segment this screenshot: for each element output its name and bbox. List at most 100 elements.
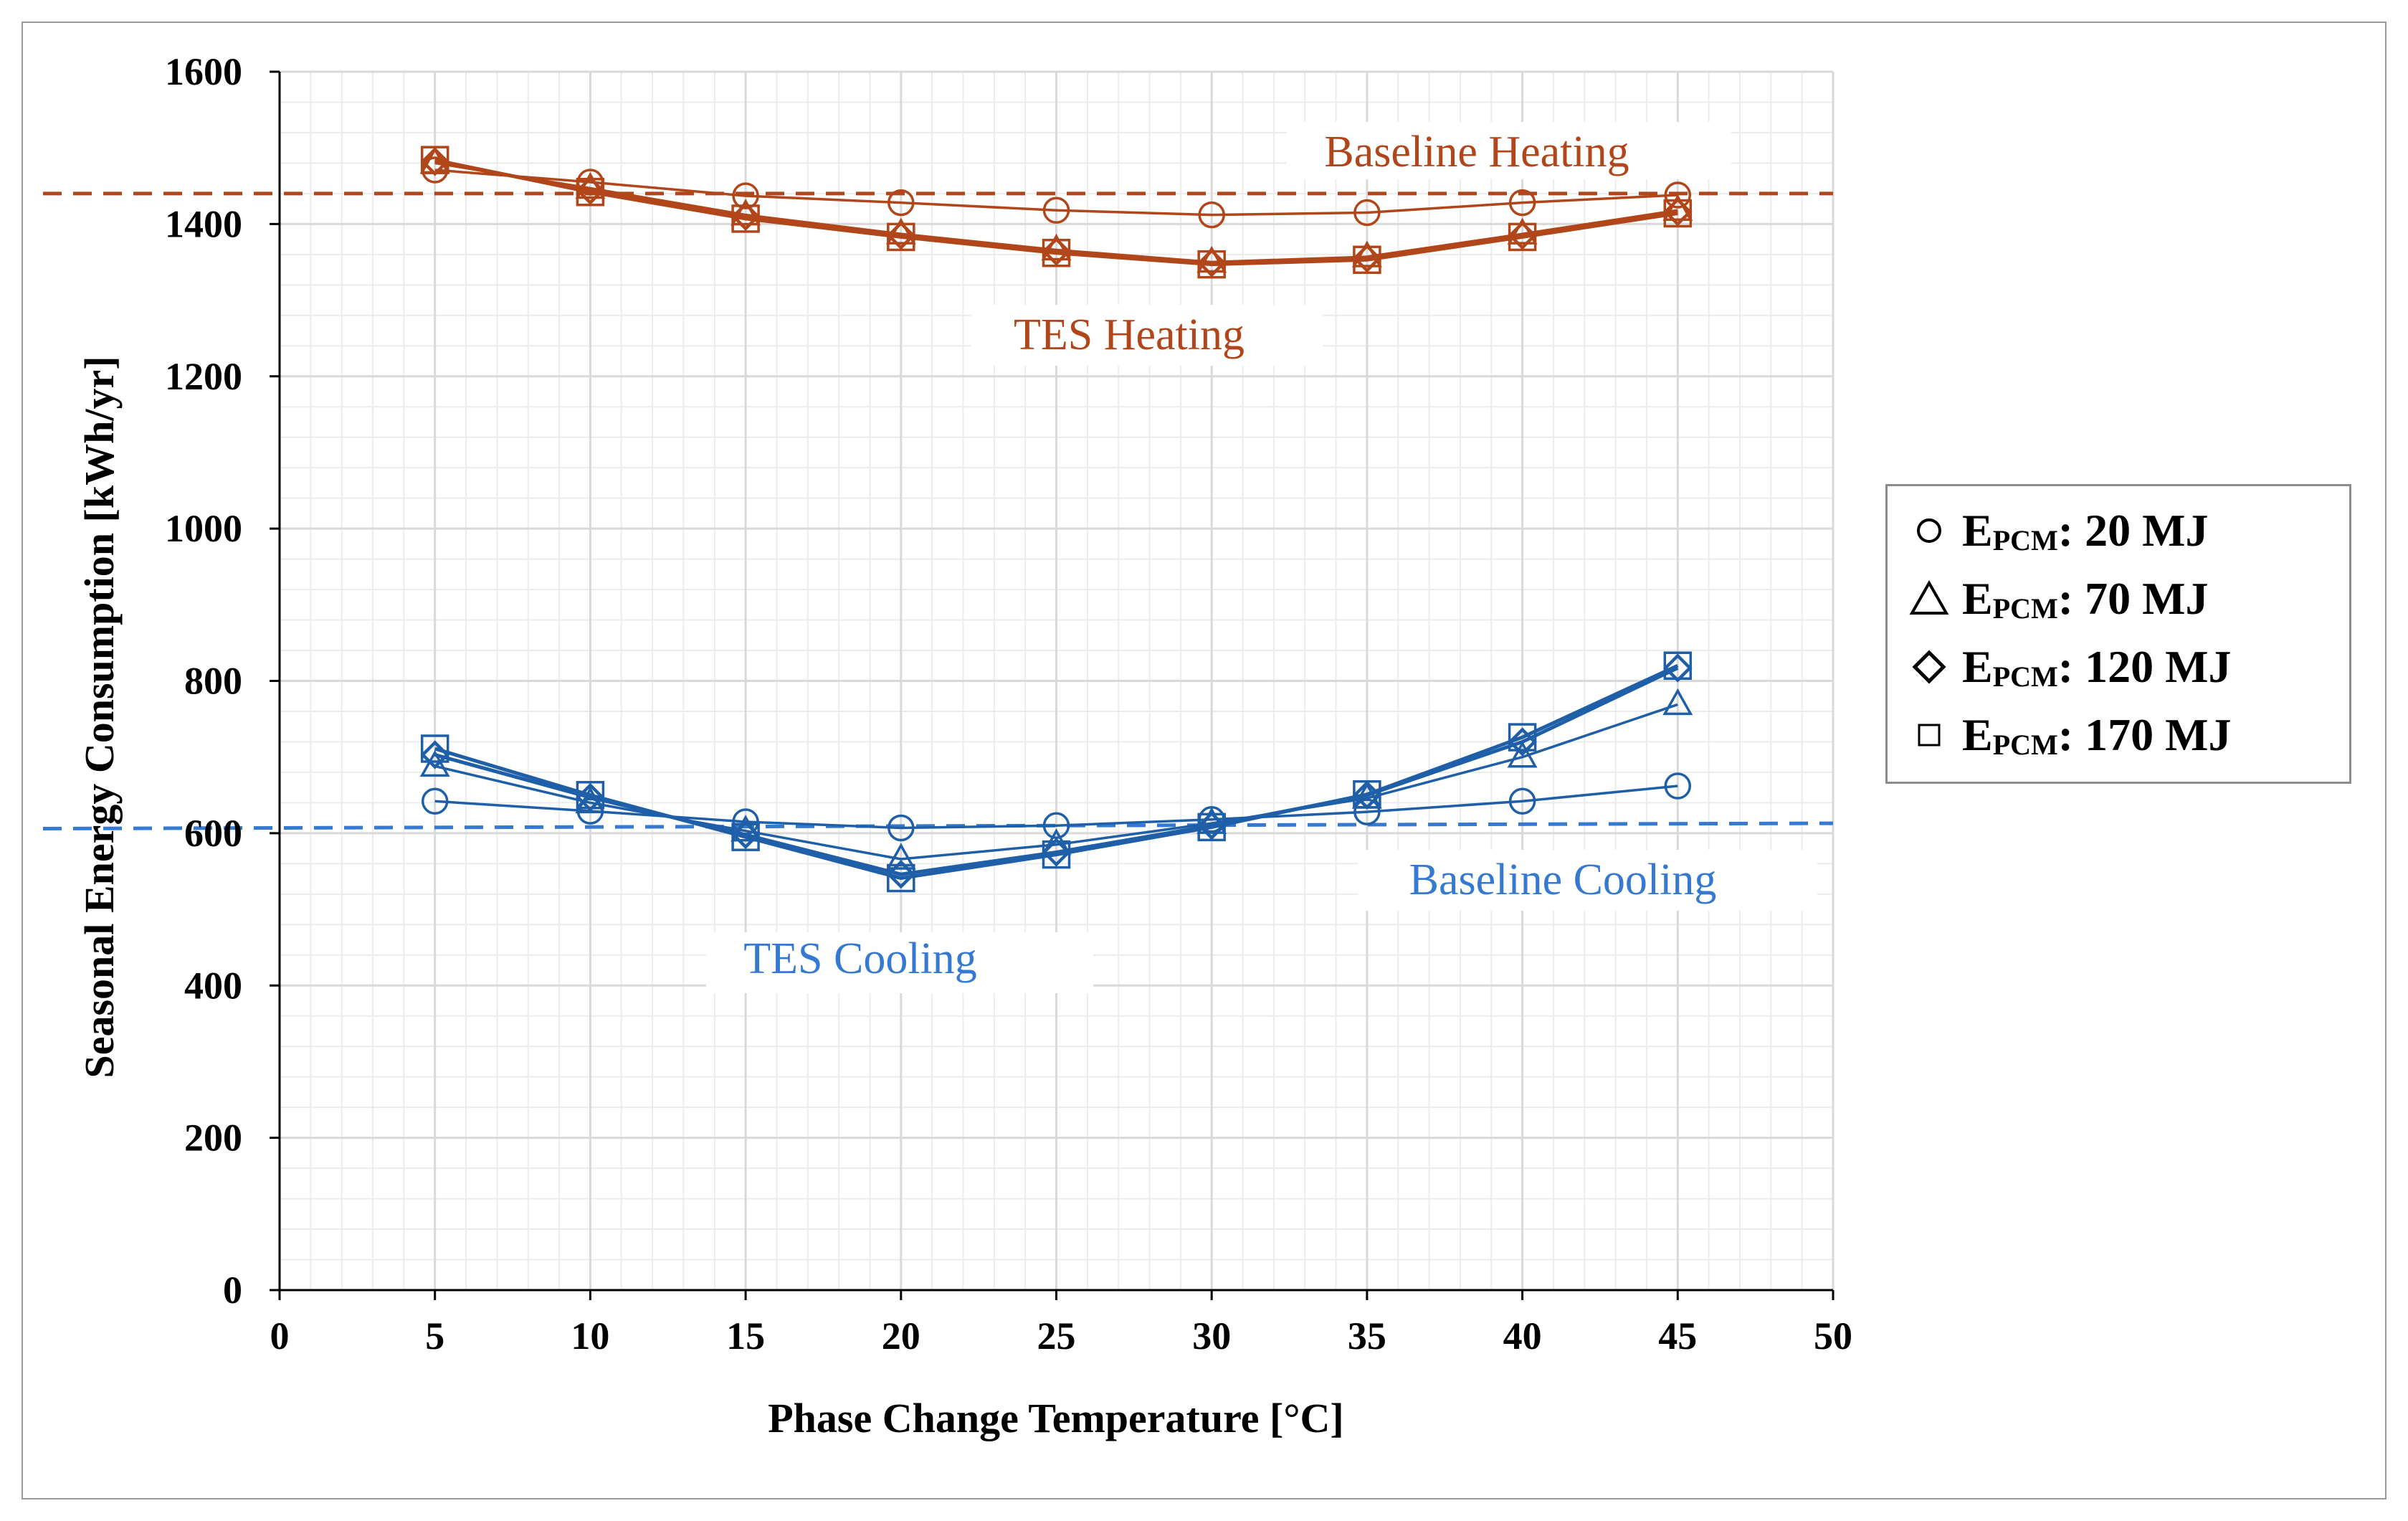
data-point-cooling-square	[1508, 723, 1537, 752]
data-point-cooling-diamond	[1508, 727, 1537, 757]
data-point-cooling-square	[576, 781, 605, 810]
legend-item: E PCM: 170 MJ	[1908, 701, 2349, 769]
x-axis-title: Phase Change Temperature [°C]	[768, 1395, 1343, 1441]
data-point-cooling-diamond	[420, 740, 449, 769]
data-point-cooling-square	[887, 863, 915, 893]
legend-item: E PCM: 120 MJ	[1908, 632, 2349, 701]
diamond-marker-icon	[1912, 649, 1946, 684]
x-tick-label: 50	[1814, 1314, 1852, 1357]
data-point-heating-circle	[1508, 189, 1536, 217]
data-point-cooling-circle	[732, 808, 759, 835]
legend-prefix: E	[1962, 504, 1993, 556]
x-tick-label: 20	[882, 1314, 920, 1357]
legend-label: : 170 MJ	[2057, 709, 2232, 760]
y-tick-label: 200	[184, 1117, 242, 1160]
annotation-background	[706, 932, 1093, 993]
y-tick-label: 1600	[165, 50, 242, 93]
series-line-cooling-circle	[434, 785, 1678, 830]
data-point-cooling-square	[1042, 840, 1071, 869]
y-tick-label: 1400	[165, 202, 242, 245]
x-tick-label: 30	[1192, 1314, 1231, 1357]
data-point-heating-square	[1197, 250, 1226, 279]
data-point-cooling-triangle	[575, 786, 606, 814]
legend-subscript: PCM	[1992, 592, 2058, 625]
legend-subscript: PCM	[1992, 524, 2058, 556]
x-tick-label: 15	[726, 1314, 765, 1357]
square-marker-icon	[1918, 724, 1941, 746]
legend-subscript: PCM	[1992, 660, 2058, 693]
data-point-heating-circle	[732, 182, 759, 209]
y-tick-label: 0	[223, 1269, 242, 1312]
legend-prefix: E	[1962, 572, 1993, 624]
axes	[270, 70, 1834, 1300]
chart-frame	[22, 22, 2386, 1499]
data-point-heating-circle	[887, 189, 915, 217]
y-tick-label: 1000	[165, 507, 242, 550]
data-point-cooling-square	[420, 734, 449, 763]
legend-label: : 120 MJ	[2057, 640, 2232, 692]
data-point-heating-diamond	[1508, 221, 1537, 250]
data-point-heating-square	[887, 222, 915, 252]
y-tick-label: 1200	[165, 355, 242, 398]
tick-labels: 0 200 400 600 800 1000 1200 1400 1600 0 5 10 15 20 25 3…	[165, 50, 1852, 1357]
annotation-background	[971, 305, 1323, 366]
data-point-cooling-circle	[1664, 772, 1692, 800]
data-point-cooling-diamond	[576, 782, 605, 812]
data-point-heating-circle	[1198, 201, 1225, 229]
annotation-baseline-heating: Baseline Heating	[1324, 128, 1629, 176]
x-tick-label: 35	[1348, 1314, 1386, 1357]
x-tick-label: 0	[270, 1314, 290, 1357]
legend-label: : 20 MJ	[2057, 504, 2209, 556]
x-tick-label: 40	[1503, 1314, 1542, 1357]
annotation-tes-cooling: TES Cooling	[743, 934, 977, 983]
data-point-cooling-square	[731, 823, 760, 851]
baseline-cooling-line	[42, 821, 1834, 831]
data-point-cooling-diamond	[886, 860, 915, 889]
data-point-heating-diamond	[1663, 197, 1693, 227]
annotation-baseline-cooling: Baseline Cooling	[1409, 856, 1717, 904]
series-lines	[434, 158, 1679, 881]
series-markers	[419, 146, 1693, 893]
triangle-marker-icon	[1909, 579, 1949, 615]
data-point-heating-square	[1508, 222, 1537, 252]
annotation-tes-heating: TES Heating	[1014, 311, 1245, 359]
legend-prefix: E	[1962, 709, 1993, 760]
data-point-cooling-square	[1353, 780, 1381, 809]
x-tick-label: 10	[571, 1314, 609, 1357]
annotation-backgrounds	[706, 122, 1817, 993]
series-line-cooling-triangle	[434, 703, 1678, 861]
legend-item: E PCM: 20 MJ	[1908, 496, 2349, 564]
data-point-heating-square	[576, 178, 605, 207]
data-point-heating-circle	[1353, 199, 1381, 227]
y-tick-label: 600	[184, 812, 242, 855]
y-tick-label: 800	[184, 660, 242, 703]
series-line-heating-square	[434, 158, 1678, 267]
data-point-heating-circle	[1664, 181, 1692, 209]
data-point-cooling-triangle	[419, 749, 450, 777]
data-point-heating-diamond	[731, 202, 761, 231]
data-point-heating-diamond	[1042, 237, 1071, 266]
data-point-heating-triangle	[1196, 245, 1227, 273]
data-point-cooling-square	[1197, 812, 1226, 842]
legend-item: E PCM: 70 MJ	[1908, 564, 2349, 632]
data-point-cooling-triangle	[1507, 741, 1538, 768]
annotation-background	[1287, 122, 1731, 179]
data-point-cooling-diamond	[1663, 653, 1693, 683]
data-point-heating-square	[420, 146, 449, 174]
baselines	[42, 191, 1834, 831]
data-point-heating-square	[1663, 199, 1693, 228]
legend-label: : 70 MJ	[2057, 572, 2209, 624]
data-point-cooling-circle	[421, 787, 449, 815]
data-point-heating-diamond	[576, 176, 605, 205]
data-point-heating-square	[1042, 238, 1071, 267]
data-point-heating-diamond	[1197, 248, 1227, 278]
data-point-cooling-diamond	[1042, 838, 1071, 867]
data-point-heating-diamond	[1352, 243, 1382, 273]
annotation-background	[1358, 850, 1817, 911]
legend: E PCM: 20 MJ E PCM: 70 MJ E PCM: 120 MJ E PC…	[1885, 484, 2351, 784]
data-point-cooling-circle	[1353, 798, 1381, 825]
data-point-cooling-diamond	[1197, 811, 1227, 840]
y-tick-label: 400	[184, 964, 242, 1007]
data-point-cooling-diamond	[731, 820, 761, 850]
